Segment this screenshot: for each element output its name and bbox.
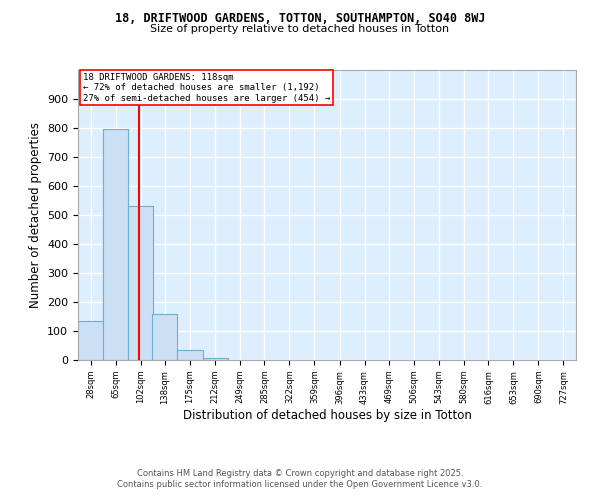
Text: Size of property relative to detached houses in Totton: Size of property relative to detached ho… (151, 24, 449, 34)
Bar (128, 206, 153, 360)
Bar (203, 358, 227, 360)
X-axis label: Distribution of detached houses by size in Totton: Distribution of detached houses by size … (182, 409, 472, 422)
Text: Contains HM Land Registry data © Crown copyright and database right 2025.: Contains HM Land Registry data © Crown c… (137, 468, 463, 477)
Text: Contains public sector information licensed under the Open Government Licence v3: Contains public sector information licen… (118, 480, 482, 489)
Bar (178, 350, 203, 360)
Y-axis label: Number of detached properties: Number of detached properties (29, 122, 41, 308)
Bar (103, 130, 128, 360)
Text: 18 DRIFTWOOD GARDENS: 118sqm
← 72% of detached houses are smaller (1,192)
27% of: 18 DRIFTWOOD GARDENS: 118sqm ← 72% of de… (83, 73, 330, 102)
Bar (152, 314, 178, 360)
Bar (78, 321, 103, 360)
Text: 18, DRIFTWOOD GARDENS, TOTTON, SOUTHAMPTON, SO40 8WJ: 18, DRIFTWOOD GARDENS, TOTTON, SOUTHAMPT… (115, 12, 485, 26)
